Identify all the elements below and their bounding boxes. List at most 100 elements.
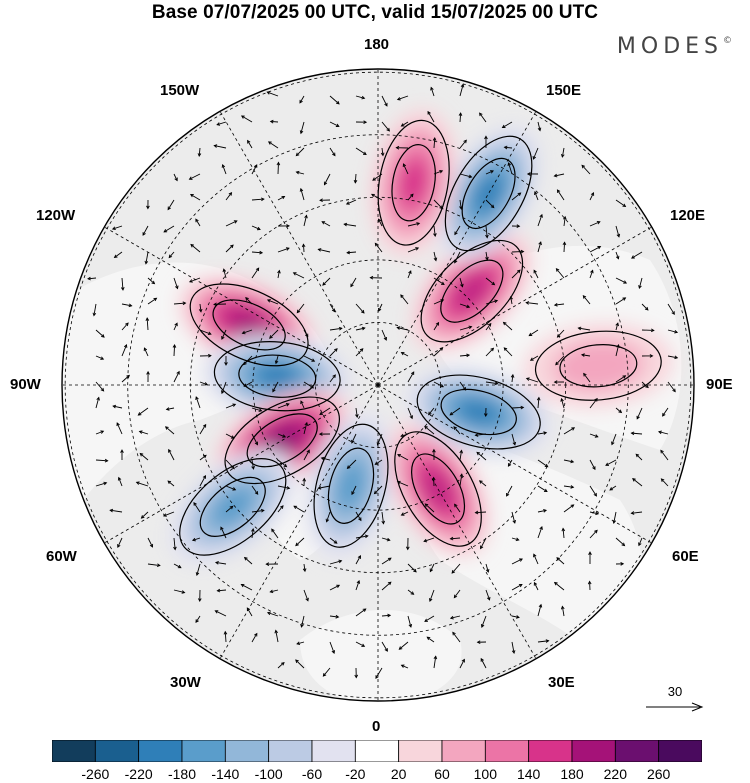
wind-arrow-head — [126, 374, 130, 379]
wind-arrow-head — [361, 643, 366, 647]
wind-arrow — [87, 277, 97, 280]
wind-arrow-head — [360, 309, 365, 314]
wind-arrow — [199, 381, 208, 386]
wind-arrow-head — [433, 655, 438, 660]
wind-arrow — [555, 355, 565, 366]
wind-arrow-head — [609, 487, 614, 491]
wind-arrow — [143, 347, 149, 357]
wind-arrow-head — [592, 466, 596, 471]
wind-arrow — [121, 277, 124, 290]
colorbar-tick-label: -180 — [167, 766, 197, 782]
wind-arrow-head — [355, 414, 359, 418]
wind-arrow — [615, 297, 626, 305]
wind-arrow — [433, 277, 445, 285]
wind-arrow-head — [269, 119, 274, 124]
wind-arrow — [433, 322, 439, 331]
wind-arrow — [667, 329, 678, 333]
wind-arrow — [139, 430, 149, 435]
wind-arrow — [190, 194, 201, 201]
wind-arrow-head — [295, 542, 299, 547]
wind-arrow — [508, 459, 513, 467]
wind-arrow-head — [512, 519, 516, 524]
wind-arrow — [296, 171, 305, 175]
wind-arrow-head — [153, 297, 158, 302]
wind-arrow-head — [221, 163, 226, 168]
wind-arrow-head — [476, 451, 481, 456]
wind-arrow — [638, 277, 643, 289]
wind-arrow — [407, 615, 412, 628]
colorbar-tick-label: 260 — [646, 766, 671, 782]
wind-arrow-head — [638, 542, 642, 547]
wind-arrow-head — [181, 590, 186, 594]
wind-arrow — [407, 247, 419, 253]
wind-arrow — [147, 563, 160, 566]
wind-arrow-head — [620, 562, 625, 566]
reference-vector: 30 — [646, 684, 704, 720]
wind-arrow-head — [198, 308, 203, 313]
wind-arrow-head — [635, 453, 640, 458]
wind-arrow-head — [371, 193, 375, 198]
wind-arrow — [173, 563, 182, 569]
wind-arrow-head — [230, 435, 235, 439]
wind-arrow-head — [387, 557, 392, 562]
wind-arrow-head — [515, 537, 520, 542]
wind-arrow-head — [553, 581, 558, 586]
wind-arrow-head — [386, 127, 390, 132]
meridian-line — [377, 384, 537, 659]
wind-arrow — [224, 631, 227, 643]
wind-arrow-head — [117, 476, 122, 481]
wind-arrow — [220, 527, 227, 539]
wind-arrow — [195, 218, 201, 227]
wind-arrow — [251, 198, 264, 201]
wind-arrow — [511, 615, 520, 618]
wind-arrow — [354, 173, 357, 183]
wind-arrow — [397, 95, 409, 101]
wind-arrow — [450, 537, 461, 540]
wind-arrow — [658, 431, 669, 435]
wind-arrow — [589, 511, 599, 515]
contour-line — [416, 374, 541, 450]
wind-arrow — [225, 220, 238, 227]
wind-arrow-head — [423, 538, 428, 543]
wind-arrow-head — [553, 303, 558, 307]
wind-arrow — [351, 485, 357, 495]
wind-arrow — [355, 303, 365, 314]
wind-arrow — [199, 454, 207, 461]
wind-arrow — [147, 297, 157, 305]
wind-arrow-head — [553, 380, 558, 384]
wind-arrow — [381, 641, 388, 652]
wind-arrow-head — [638, 285, 642, 290]
wind-arrow — [300, 188, 305, 201]
wind-arrow — [303, 589, 309, 601]
wind-arrow-head — [269, 335, 273, 339]
wind-arrow — [609, 485, 617, 491]
wind-arrow-head — [529, 357, 534, 361]
wind-arrow — [537, 509, 547, 513]
wind-arrow-head — [269, 589, 274, 594]
wind-arrow-head — [485, 256, 489, 261]
wind-arrow — [223, 269, 227, 279]
wind-arrow — [225, 244, 234, 253]
wind-arrow-head — [507, 162, 512, 167]
wind-arrow-head — [144, 260, 149, 265]
wind-arrow-head — [254, 164, 258, 168]
wind-arrow-head — [518, 583, 523, 588]
wind-arrow-head — [168, 254, 173, 259]
wind-arrow-head — [428, 411, 432, 416]
colorbar-swatch — [484, 740, 530, 762]
wind-arrow-head — [459, 205, 463, 210]
wind-arrow-head — [280, 661, 285, 666]
wind-arrow-head — [623, 280, 628, 284]
wind-arrow — [511, 537, 519, 541]
colorbar-swatch — [52, 740, 96, 762]
wind-arrow — [615, 323, 619, 331]
wind-arrow-head — [272, 388, 276, 393]
wind-arrow-head — [295, 152, 300, 157]
wind-arrow-head — [644, 306, 649, 311]
wind-arrow-head — [408, 270, 412, 275]
wind-arrow — [537, 640, 549, 643]
wind-arrow-head — [538, 603, 543, 608]
wind-arrow-head — [375, 675, 379, 679]
wind-arrow-head — [207, 331, 212, 336]
wind-arrow-head — [299, 130, 304, 135]
